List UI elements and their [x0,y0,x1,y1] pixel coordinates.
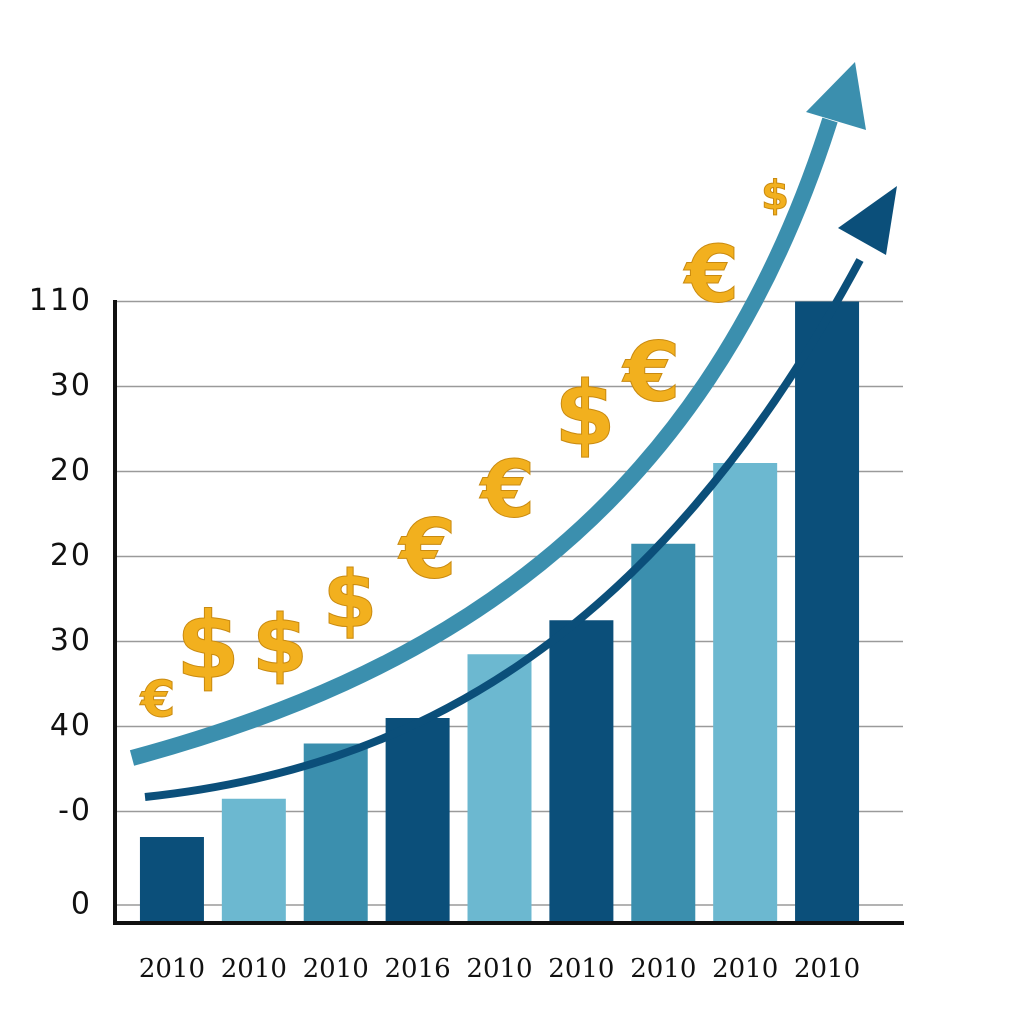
x-tick-label: 2010 [466,954,532,984]
trend-arrow-light [129,117,838,766]
currency-symbol: $ [252,598,308,691]
x-tick-label: 2010 [548,954,614,984]
bar [467,654,532,922]
x-tick-label: 2010 [139,954,205,984]
y-tick-label: -0 [58,793,92,828]
bar [713,463,778,922]
y-tick-label: 0 [71,887,92,922]
currency-symbol: $ [761,173,789,219]
bar [139,837,204,922]
bar [385,718,450,922]
bar [795,301,860,922]
currency-symbol: € [397,502,456,597]
x-tick-label: 2010 [712,954,778,984]
bar [549,620,614,922]
y-tick-label: 110 [29,283,92,318]
arrowhead-dark [838,186,897,255]
bar [631,543,696,922]
y-tick-label: 20 [50,538,92,573]
currency-symbol: € [683,230,739,320]
bar [303,743,368,922]
currency-symbol: € [140,671,176,729]
y-tick-label: 40 [50,708,92,743]
bar [221,798,286,922]
y-tick-label: 30 [50,623,92,658]
currency-symbols: €$ $ $€€$ €€$ [139,173,789,730]
x-tick-label: 2010 [221,954,287,984]
currency-symbol: $ [323,555,377,645]
y-tick-label: 30 [50,368,92,403]
x-tick-label: 2016 [385,954,451,984]
x-tick-label: 2010 [630,954,696,984]
trend-arrow-dark [144,258,864,801]
arrowhead-light [806,62,866,130]
bars [139,301,860,922]
y-tick-label: 20 [50,453,92,488]
currency-symbol: $ [554,362,615,465]
currency-symbol: $ [176,592,240,699]
x-tick-label: 2010 [794,954,860,984]
currency-symbol: € [621,325,680,420]
x-tick-label: 2010 [303,954,369,984]
currency-symbol: € [479,445,535,535]
